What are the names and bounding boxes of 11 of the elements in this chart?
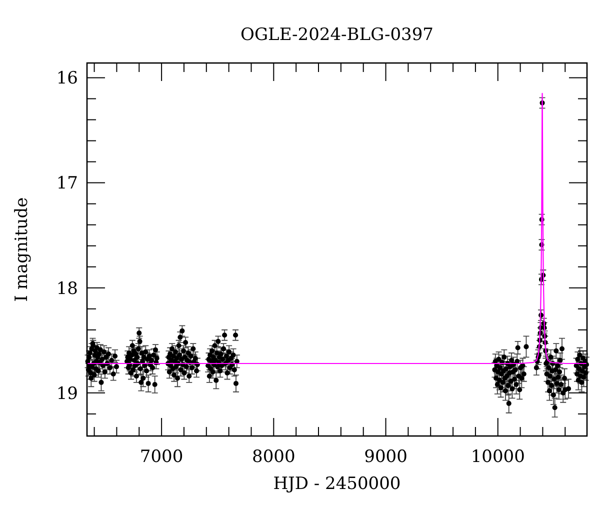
x-tick-label: 10000 xyxy=(470,447,525,467)
chart-title: OGLE-2024-BLG-0397 xyxy=(240,25,434,45)
y-tick-label: 19 xyxy=(56,384,78,404)
x-tick-label: 9000 xyxy=(364,447,408,467)
y-tick-label: 18 xyxy=(56,278,78,299)
x-axis-title: HJD - 2450000 xyxy=(273,474,401,494)
x-tick-label: 8000 xyxy=(252,447,296,467)
y-axis-title: I magnitude xyxy=(12,197,32,302)
y-tick-label: 17 xyxy=(56,174,78,194)
y-tick-label: 16 xyxy=(56,68,78,89)
x-tick-label: 7000 xyxy=(140,447,184,467)
